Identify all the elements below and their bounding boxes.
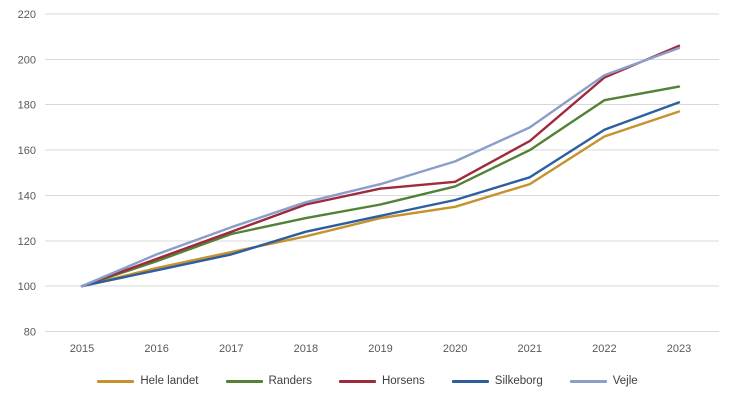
- x-axis-tick-label: 2021: [518, 343, 542, 355]
- legend-swatch-hele-landet: [97, 379, 135, 383]
- legend-swatch-vejle: [569, 379, 607, 383]
- legend-item-randers: Randers: [225, 375, 312, 387]
- x-axis-tick-label: 2018: [294, 343, 318, 355]
- y-axis-tick-label: 100: [18, 281, 36, 293]
- x-axis-tick-label: 2017: [219, 343, 243, 355]
- legend-label: Horsens: [381, 375, 425, 387]
- y-axis-tick-label: 180: [18, 100, 36, 112]
- series-line-randers: [80, 85, 681, 288]
- x-axis-tick-label: 2022: [592, 343, 616, 355]
- series-line-silkeborg: [80, 101, 681, 288]
- series-line-hele-landet: [80, 110, 681, 288]
- series-line-horsens: [80, 44, 681, 288]
- legend-swatch-horsens: [338, 379, 376, 383]
- y-axis-tick-label: 140: [18, 190, 36, 202]
- legend-label: Hele landet: [140, 375, 199, 387]
- y-axis-tick-label: 200: [18, 54, 36, 66]
- y-axis-tick-label: 120: [18, 236, 36, 248]
- y-axis-tick-label: 80: [24, 327, 36, 339]
- legend-swatch-randers: [225, 379, 263, 383]
- legend-label: Randers: [268, 375, 312, 387]
- legend-swatch-silkeborg: [451, 379, 489, 383]
- legend-item-hele-landet: Hele landet: [97, 375, 199, 387]
- x-axis-tick-label: 2019: [368, 343, 392, 355]
- y-axis-tick-label: 220: [18, 9, 36, 21]
- y-axis-tick-label: 160: [18, 145, 36, 157]
- x-axis-tick-label: 2023: [667, 343, 691, 355]
- legend-label: Vejle: [612, 375, 638, 387]
- x-axis-tick-label: 2020: [443, 343, 467, 355]
- legend-item-vejle: Vejle: [569, 375, 638, 387]
- legend-item-silkeborg: Silkeborg: [451, 375, 543, 387]
- series-line-vejle: [80, 46, 681, 288]
- legend-label: Silkeborg: [494, 375, 543, 387]
- x-axis-tick-label: 2016: [144, 343, 168, 355]
- x-axis-tick-label: 2015: [70, 343, 94, 355]
- legend-item-horsens: Horsens: [338, 375, 425, 387]
- chart-legend: Hele landet Randers Horsens Silkeborg Vejle: [0, 370, 735, 392]
